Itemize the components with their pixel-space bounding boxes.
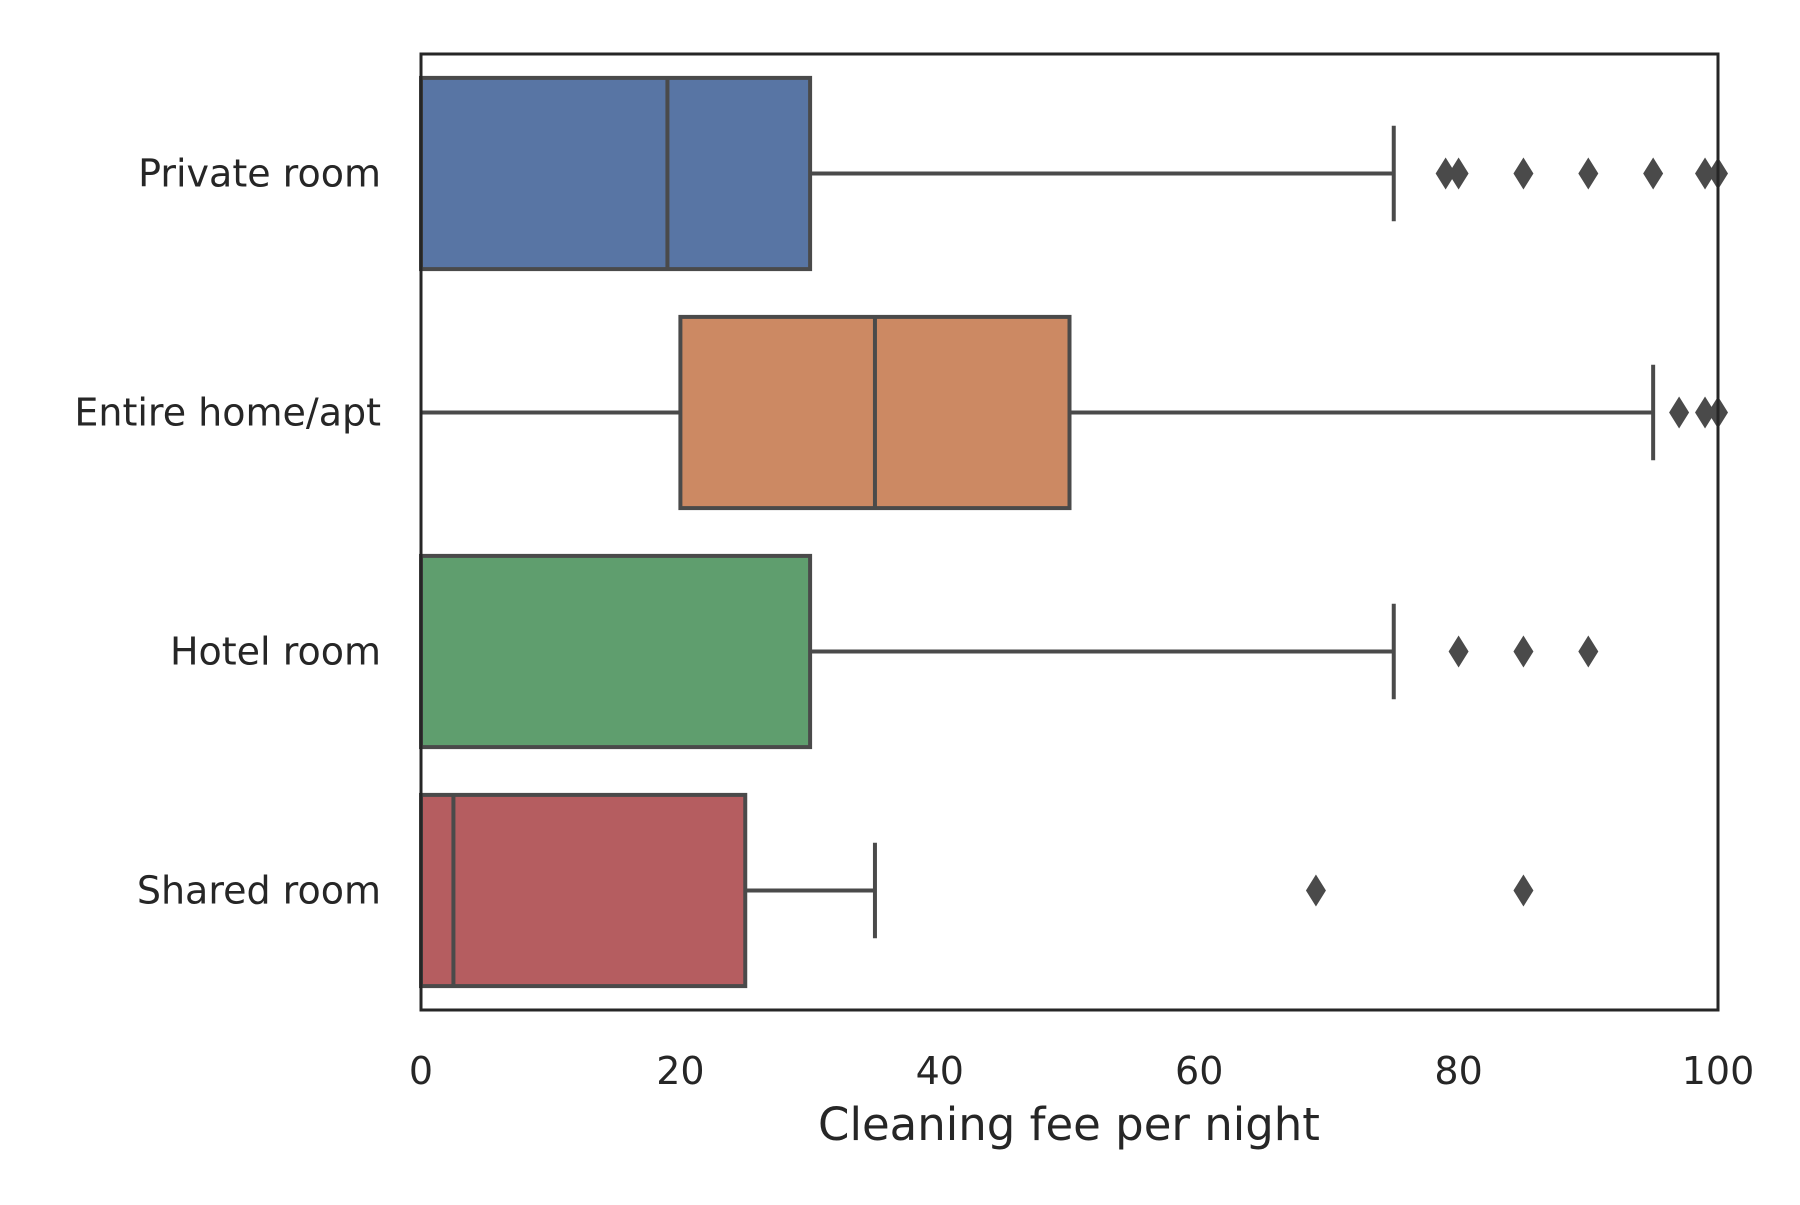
x-tick-label: 20	[656, 1049, 704, 1093]
x-tick-label: 40	[916, 1049, 964, 1093]
y-tick-label: Private room	[138, 152, 381, 196]
outlier-point	[1513, 157, 1534, 190]
y-tick-label: Shared room	[137, 869, 381, 913]
x-tick-label: 80	[1434, 1049, 1482, 1093]
outlier-point	[1305, 874, 1326, 907]
plot-frame	[419, 52, 1720, 1012]
box-group-2	[419, 553, 1599, 750]
outlier-point	[1448, 157, 1469, 190]
outlier-point	[1669, 396, 1690, 429]
y-tick-label: Hotel room	[170, 630, 381, 674]
box-group-0	[419, 75, 1728, 272]
box-iqr	[419, 792, 748, 989]
box-iqr	[419, 553, 813, 750]
box-iqr	[419, 75, 813, 272]
outlier-point	[1448, 635, 1469, 668]
box-group-3	[419, 792, 1534, 989]
outlier-point	[1695, 157, 1716, 190]
x-tick-label: 100	[1682, 1049, 1755, 1093]
box-group-1	[421, 314, 1728, 511]
outlier-point	[1435, 157, 1456, 190]
outlier-point	[1513, 874, 1534, 907]
outlier-point	[1695, 396, 1716, 429]
x-tick-label: 60	[1175, 1049, 1223, 1093]
y-axis-tick-labels: Private room Entire home/apt Hotel room Sha…	[74, 152, 381, 913]
outlier-point	[1643, 157, 1664, 190]
plot-area	[419, 75, 1728, 989]
x-tick-label: 0	[409, 1049, 433, 1093]
outlier-point	[1578, 157, 1599, 190]
x-axis-label: Cleaning fee per night	[818, 1098, 1320, 1151]
y-tick-label: Entire home/apt	[74, 391, 381, 435]
outlier-point	[1578, 635, 1599, 668]
outlier-point	[1513, 635, 1534, 668]
x-axis-tick-labels: 0 20 40 60 80 100	[409, 1049, 1754, 1093]
